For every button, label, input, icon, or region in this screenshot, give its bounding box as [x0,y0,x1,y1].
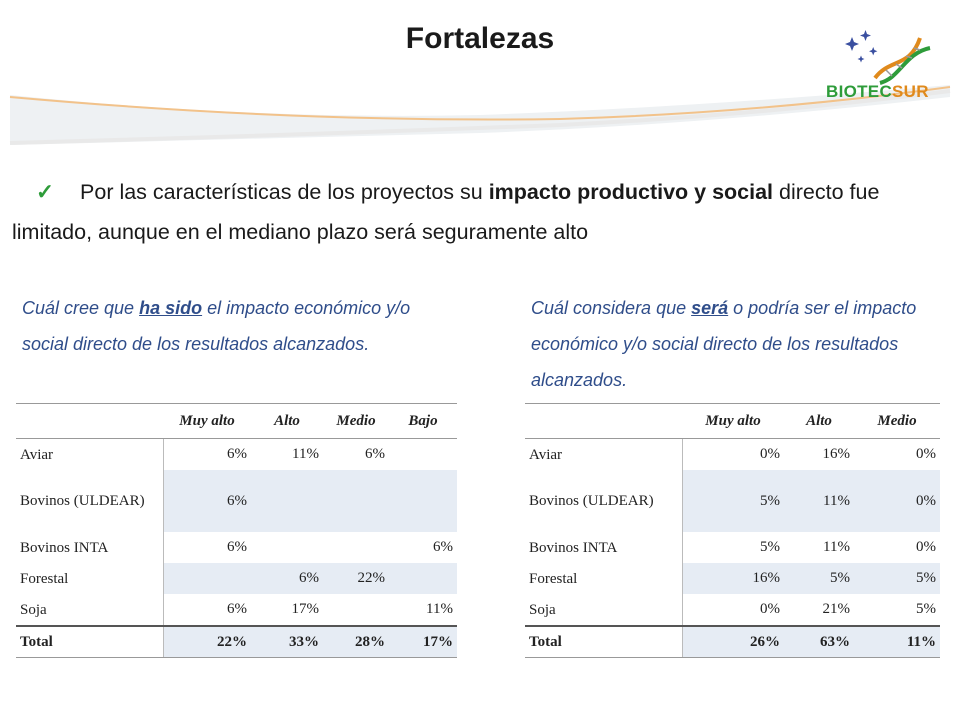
table-row: Bovinos (ULDEAR) 6% [16,470,457,532]
col-muy-alto: Muy alto [682,403,784,439]
table-past-impact: Muy alto Alto Medio Bajo Aviar 6% 11% 6%… [16,403,457,658]
checkmark-icon: ✓ [36,180,55,204]
table-row: Bovinos (ULDEAR) 5% 11% 0% [525,470,940,532]
col-muy-alto: Muy alto [163,403,251,439]
question-future-impact: Cuál considera que será o podría ser el … [531,298,917,390]
col-bajo: Bajo [389,403,457,439]
col-medio: Medio [323,403,389,439]
table-header-row: Muy alto Alto Medio Bajo [16,403,457,439]
col-medio: Medio [854,403,940,439]
question-past-impact: Cuál cree que ha sido el impacto económi… [22,298,411,354]
biotecsur-logo-text: BIOTECSUR [826,82,929,101]
table-total-row: Total 26% 63% 11% [525,625,940,658]
table-row: Aviar 0% 16% 0% [525,438,940,470]
decorative-swoosh [9,85,951,145]
table-header-row: Muy alto Alto Medio [525,403,940,439]
intro-bold-text: impacto productivo y social [488,180,774,204]
table-row: Soja 6% 17% 11% [16,594,457,626]
table-future-impact: Muy alto Alto Medio Aviar 0% 16% 0% Bovi… [525,403,940,658]
table-row: Forestal 16% 5% 5% [525,563,940,594]
table-row: Aviar 6% 11% 6% [16,438,457,470]
table-row: Bovinos INTA 5% 11% 0% [525,532,940,563]
table-row: Forestal 6% 22% [16,563,457,594]
biotecsur-dna-icon [845,30,931,85]
table-row: Bovinos INTA 6% 6% [16,532,457,563]
intro-paragraph: ✓ Por las características de los proyecto… [12,180,880,244]
table-row: Soja 0% 21% 5% [525,594,940,626]
page-title: Fortalezas [405,22,555,55]
table-total-row: Total 22% 33% 28% 17% [16,625,457,658]
col-alto: Alto [784,403,854,439]
col-alto: Alto [251,403,323,439]
